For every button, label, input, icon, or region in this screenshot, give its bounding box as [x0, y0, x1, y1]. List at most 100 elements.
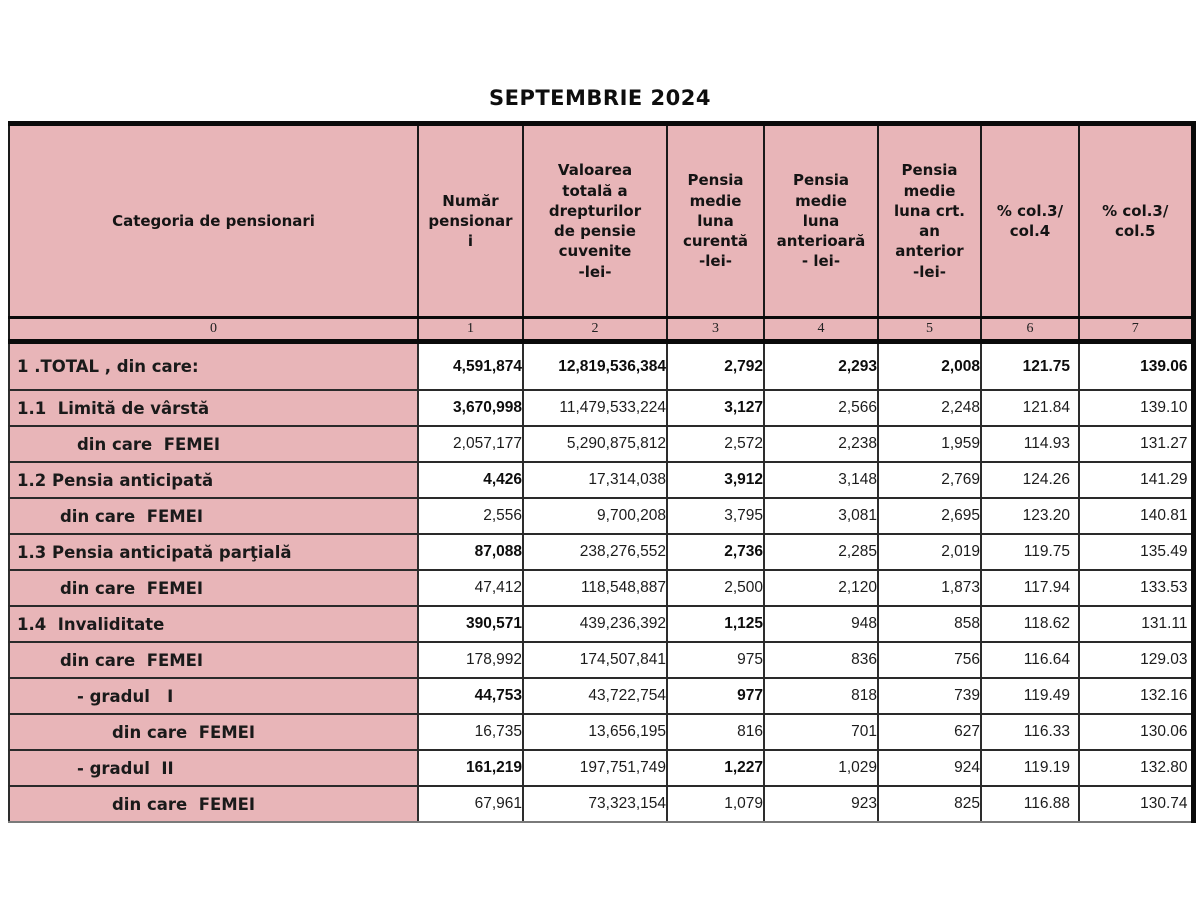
cell-value: 140.81	[1078, 498, 1194, 535]
cell-value: 439,236,392	[522, 606, 668, 643]
cell-value: 2,019	[877, 534, 982, 571]
cell-value: 139.06	[1078, 341, 1194, 391]
row-label: - gradul II	[8, 750, 419, 787]
cell-value: 627	[877, 714, 982, 751]
cell-value: 2,248	[877, 390, 982, 427]
cell-value: 139.10	[1078, 390, 1194, 427]
cell-value: 44,753	[417, 678, 524, 715]
cell-value: 130.74	[1078, 786, 1194, 823]
cell-value: 975	[666, 642, 765, 679]
cell-value: 948	[763, 606, 879, 643]
cell-value: 3,081	[763, 498, 879, 535]
column-header-numar-pensionari: Număr pensionar i	[417, 123, 524, 319]
row-label: din care FEMEI	[8, 498, 419, 535]
cell-value: 119.19	[980, 750, 1080, 787]
cell-value: 132.80	[1078, 750, 1194, 787]
cell-value: 1,029	[763, 750, 879, 787]
cell-value: 238,276,552	[522, 534, 668, 571]
cell-value: 119.75	[980, 534, 1080, 571]
cell-value: 2,238	[763, 426, 879, 463]
cell-value: 129.03	[1078, 642, 1194, 679]
cell-value: 2,293	[763, 341, 879, 391]
cell-value: 9,700,208	[522, 498, 668, 535]
cell-value: 16,735	[417, 714, 524, 751]
row-label: 1.2 Pensia anticipată	[8, 462, 419, 499]
cell-value: 114.93	[980, 426, 1080, 463]
cell-value: 13,656,195	[522, 714, 668, 751]
table-header-row: Categoria de pensionari Număr pensionar …	[8, 123, 1194, 319]
cell-value: 2,057,177	[417, 426, 524, 463]
cell-value: 43,722,754	[522, 678, 668, 715]
cell-value: 825	[877, 786, 982, 823]
table-row: 1 .TOTAL , din care: 4,591,874 12,819,536,…	[8, 341, 1194, 391]
cell-value: 4,426	[417, 462, 524, 499]
column-header-pct-col3-col5: % col.3/ col.5	[1078, 123, 1194, 319]
column-number: 2	[522, 317, 668, 344]
cell-value: 87,088	[417, 534, 524, 571]
cell-value: 12,819,536,384	[522, 341, 668, 391]
row-label: din care FEMEI	[8, 786, 419, 823]
page-title: SEPTEMBRIE 2024	[488, 86, 712, 110]
cell-value: 390,571	[417, 606, 524, 643]
cell-value: 17,314,038	[522, 462, 668, 499]
row-label: 1.4 Invaliditate	[8, 606, 419, 643]
cell-value: 3,670,998	[417, 390, 524, 427]
column-header-categoria: Categoria de pensionari	[8, 123, 419, 319]
cell-value: 119.49	[980, 678, 1080, 715]
cell-value: 3,148	[763, 462, 879, 499]
cell-value: 116.33	[980, 714, 1080, 751]
cell-value: 5,290,875,812	[522, 426, 668, 463]
cell-value: 701	[763, 714, 879, 751]
cell-value: 816	[666, 714, 765, 751]
cell-value: 121.75	[980, 341, 1080, 391]
cell-value: 116.64	[980, 642, 1080, 679]
cell-value: 118.62	[980, 606, 1080, 643]
cell-value: 1,959	[877, 426, 982, 463]
cell-value: 123.20	[980, 498, 1080, 535]
table-row: - gradul I 44,753 43,722,754 977 818 739 119.4…	[8, 678, 1194, 715]
column-number: 5	[877, 317, 982, 344]
cell-value: 924	[877, 750, 982, 787]
cell-value: 118,548,887	[522, 570, 668, 607]
cell-value: 1,079	[666, 786, 765, 823]
pension-table: Categoria de pensionari Număr pensionar …	[8, 121, 1196, 823]
cell-value: 739	[877, 678, 982, 715]
cell-value: 130.06	[1078, 714, 1194, 751]
cell-value: 133.53	[1078, 570, 1194, 607]
cell-value: 47,412	[417, 570, 524, 607]
cell-value: 11,479,533,224	[522, 390, 668, 427]
cell-value: 818	[763, 678, 879, 715]
cell-value: 4,591,874	[417, 341, 524, 391]
cell-value: 1,227	[666, 750, 765, 787]
cell-value: 2,695	[877, 498, 982, 535]
row-label: din care FEMEI	[8, 642, 419, 679]
cell-value: 135.49	[1078, 534, 1194, 571]
row-label: 1 .TOTAL , din care:	[8, 341, 419, 391]
cell-value: 73,323,154	[522, 786, 668, 823]
column-number: 6	[980, 317, 1080, 344]
cell-value: 161,219	[417, 750, 524, 787]
cell-value: 923	[763, 786, 879, 823]
table-row: 1.4 Invaliditate 390,571 439,236,392 1,125 9…	[8, 606, 1194, 643]
row-label: din care FEMEI	[8, 426, 419, 463]
cell-value: 2,008	[877, 341, 982, 391]
table-row: din care FEMEI 2,057,177 5,290,875,812 2,57…	[8, 426, 1194, 463]
cell-value: 132.16	[1078, 678, 1194, 715]
cell-value: 2,556	[417, 498, 524, 535]
column-number: 3	[666, 317, 765, 344]
cell-value: 2,500	[666, 570, 765, 607]
cell-value: 2,285	[763, 534, 879, 571]
cell-value: 131.27	[1078, 426, 1194, 463]
column-number: 7	[1078, 317, 1194, 344]
cell-value: 2,769	[877, 462, 982, 499]
cell-value: 836	[763, 642, 879, 679]
cell-value: 121.84	[980, 390, 1080, 427]
cell-value: 141.29	[1078, 462, 1194, 499]
column-number: 1	[417, 317, 524, 344]
cell-value: 2,566	[763, 390, 879, 427]
column-header-pct-col3-col4: % col.3/ col.4	[980, 123, 1080, 319]
cell-value: 2,792	[666, 341, 765, 391]
table-row: din care FEMEI 47,412 118,548,887 2,500 2,12…	[8, 570, 1194, 607]
table-row: din care FEMEI 16,735 13,656,195 816 701 627 1…	[8, 714, 1194, 751]
cell-value: 124.26	[980, 462, 1080, 499]
